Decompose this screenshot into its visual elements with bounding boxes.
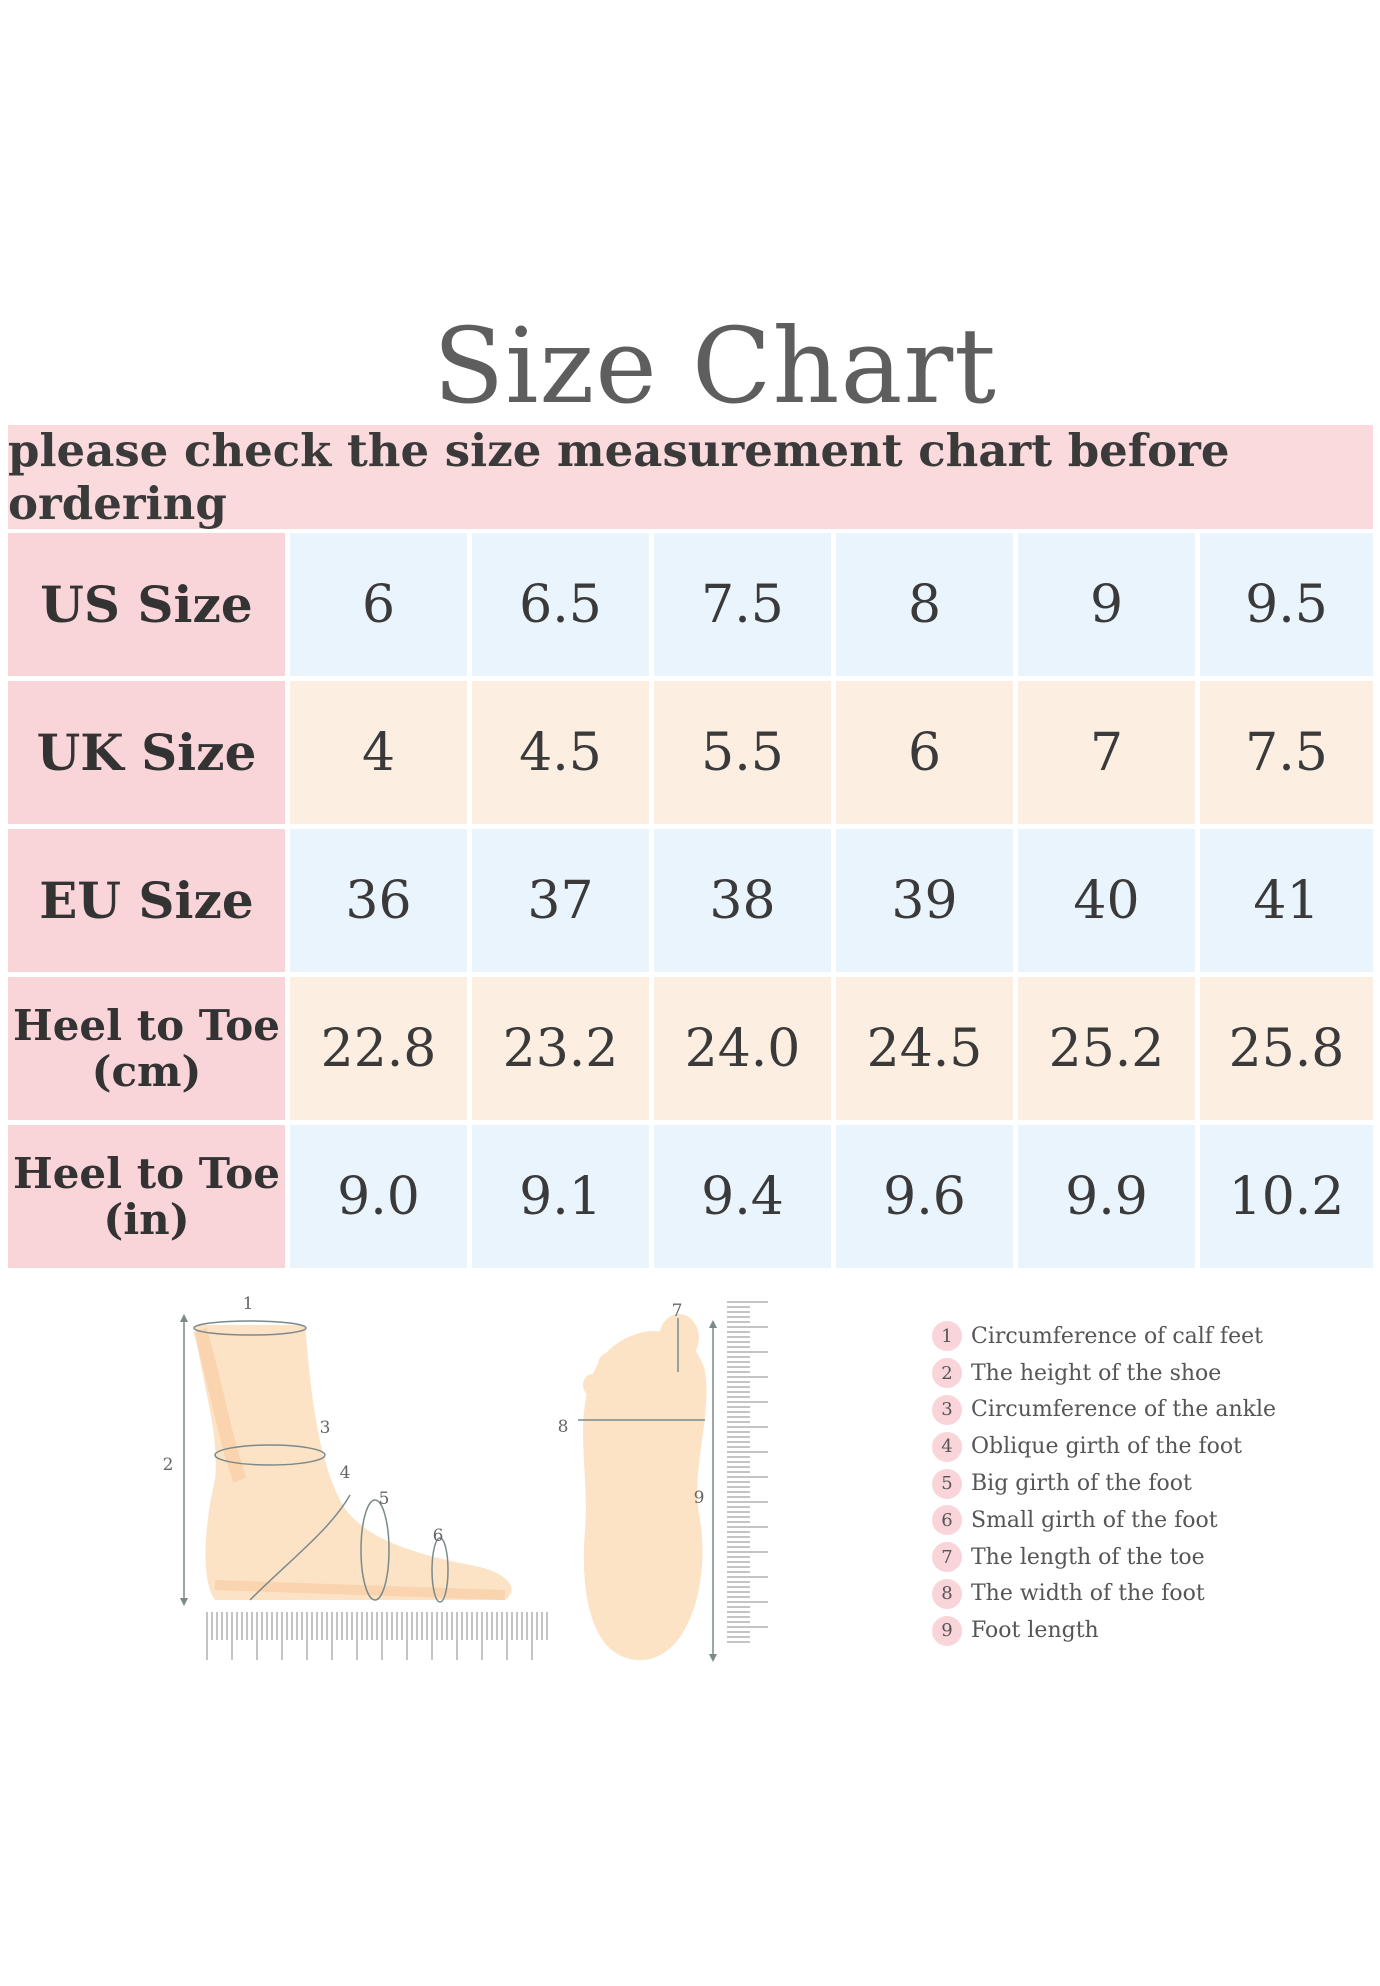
size-cell: 7.5	[654, 533, 831, 676]
diagram-number: 6	[433, 1526, 444, 1546]
measurement-legend: 1 Circumference of calf feet 2 The height o…	[932, 1318, 1276, 1649]
size-cell: 7	[1018, 681, 1195, 824]
size-cell: 23.2	[472, 977, 649, 1120]
diagram-number: 9	[694, 1488, 705, 1508]
legend-text: Circumference of the ankle	[971, 1397, 1277, 1423]
size-cell: 6	[836, 681, 1013, 824]
foot-measurement-diagram: 1 2 3 4 5 6 7 8 9	[163, 1294, 768, 1662]
side-foot-illustration	[180, 1314, 512, 1606]
table-row: Heel to Toe (cm) 22.8 23.2 24.0 24.5 25.2 25.8	[8, 977, 1373, 1120]
size-cell: 40	[1018, 829, 1195, 972]
row-header: UK Size	[8, 681, 285, 824]
row-header: Heel to Toe (in)	[8, 1125, 285, 1268]
legend-text: Circumference of calf feet	[971, 1323, 1263, 1349]
diagram-number: 5	[379, 1489, 390, 1509]
legend-item: 1 Circumference of calf feet	[932, 1318, 1276, 1355]
diagram-number: 4	[340, 1463, 351, 1483]
size-cell: 9	[1018, 533, 1195, 676]
size-cell: 24.0	[654, 977, 831, 1120]
size-cell: 36	[290, 829, 467, 972]
diagram-number: 2	[163, 1455, 174, 1475]
legend-number: 9	[932, 1615, 962, 1646]
legend-text: The width of the foot	[971, 1581, 1205, 1607]
legend-number: 8	[932, 1578, 962, 1609]
size-cell: 6	[290, 533, 467, 676]
size-cell: 9.5	[1200, 533, 1373, 676]
diagram-number: 1	[243, 1294, 254, 1314]
legend-item: 5 Big girth of the foot	[932, 1465, 1276, 1502]
legend-text: Small girth of the foot	[971, 1507, 1218, 1533]
size-cell: 38	[654, 829, 831, 972]
legend-text: Foot length	[971, 1618, 1099, 1644]
row-header: US Size	[8, 533, 285, 676]
size-cell: 4	[290, 681, 467, 824]
row-header: EU Size	[8, 829, 285, 972]
size-cell: 24.5	[836, 977, 1013, 1120]
table-row: Heel to Toe (in) 9.0 9.1 9.4 9.6 9.9 10.2	[8, 1125, 1373, 1268]
legend-number: 6	[932, 1505, 962, 1536]
table-row: EU Size 36 37 38 39 40 41	[8, 829, 1373, 972]
row-header: Heel to Toe (cm)	[8, 977, 285, 1120]
table-row: US Size 6 6.5 7.5 8 9 9.5	[8, 533, 1373, 676]
size-cell: 4.5	[472, 681, 649, 824]
size-cell: 22.8	[290, 977, 467, 1120]
diagram-number-labels: 1 2 3 4 5 6 7 8 9	[163, 1294, 705, 1546]
size-cell: 7.5	[1200, 681, 1373, 824]
legend-item: 2 The height of the shoe	[932, 1355, 1276, 1392]
legend-text: The height of the shoe	[971, 1360, 1222, 1386]
size-cell: 37	[472, 829, 649, 972]
size-cell: 9.9	[1018, 1125, 1195, 1268]
table-row: UK Size 4 4.5 5.5 6 7 7.5	[8, 681, 1373, 824]
size-cell: 9.4	[654, 1125, 831, 1268]
legend-item: 8 The width of the foot	[932, 1576, 1276, 1613]
instruction-banner: please check the size measurement chart …	[8, 424, 1373, 530]
page-title: Size Chart	[433, 305, 997, 427]
legend-number: 2	[932, 1358, 962, 1389]
size-cell: 10.2	[1200, 1125, 1373, 1268]
legend-number: 4	[932, 1431, 962, 1462]
legend-item: 9 Foot length	[932, 1612, 1276, 1649]
size-cell: 39	[836, 829, 1013, 972]
legend-number: 1	[932, 1321, 962, 1352]
sole-illustration	[578, 1314, 717, 1662]
bottom-ruler	[206, 1612, 548, 1660]
size-cell: 25.2	[1018, 977, 1195, 1120]
size-cell: 25.8	[1200, 977, 1373, 1120]
size-cell: 8	[836, 533, 1013, 676]
diagram-number: 8	[558, 1417, 569, 1437]
side-ruler	[727, 1301, 768, 1643]
size-cell: 9.6	[836, 1125, 1013, 1268]
diagram-number: 3	[320, 1418, 331, 1438]
legend-item: 7 The length of the toe	[932, 1539, 1276, 1576]
diagram-number: 7	[672, 1301, 683, 1321]
legend-item: 4 Oblique girth of the foot	[932, 1428, 1276, 1465]
legend-number: 7	[932, 1542, 962, 1573]
size-cell: 5.5	[654, 681, 831, 824]
legend-text: The length of the toe	[971, 1544, 1205, 1570]
legend-item: 3 Circumference of the ankle	[932, 1392, 1276, 1429]
legend-number: 3	[932, 1394, 962, 1425]
size-cell: 9.0	[290, 1125, 467, 1268]
legend-item: 6 Small girth of the foot	[932, 1502, 1276, 1539]
size-cell: 6.5	[472, 533, 649, 676]
size-cell: 9.1	[472, 1125, 649, 1268]
legend-text: Oblique girth of the foot	[971, 1434, 1242, 1460]
size-cell: 41	[1200, 829, 1373, 972]
legend-number: 5	[932, 1468, 962, 1499]
legend-text: Big girth of the foot	[971, 1471, 1192, 1497]
